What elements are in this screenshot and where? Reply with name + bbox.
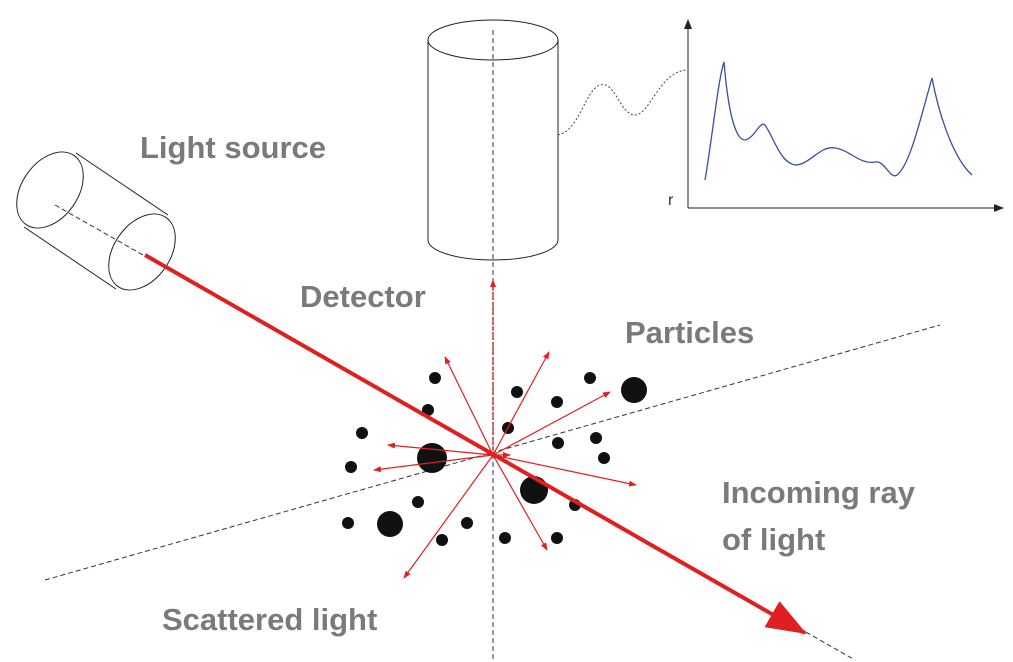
label: Detector	[300, 279, 426, 314]
label: Particles	[625, 315, 754, 350]
detector-cylinder	[427, 19, 559, 261]
label: Scattered light	[162, 602, 377, 637]
axis-label: r	[668, 192, 674, 209]
particles	[342, 372, 647, 546]
label: of light	[722, 522, 825, 557]
label: Incoming ray	[722, 475, 916, 510]
spectrum-graph: r	[557, 19, 1004, 212]
incoming-ray	[144, 253, 807, 635]
light-source-cylinder	[16, 151, 176, 291]
scattered-arrows	[373, 279, 637, 579]
label: Light source	[140, 130, 326, 165]
